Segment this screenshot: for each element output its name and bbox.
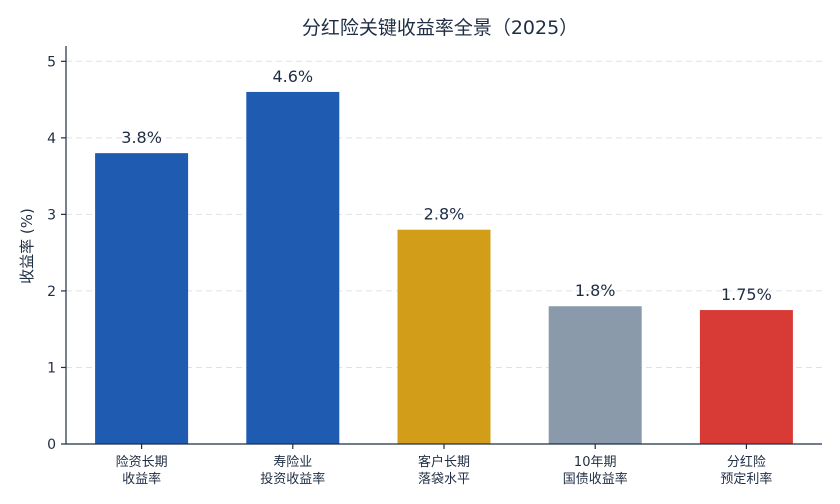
bar-1: [246, 91, 340, 444]
y-tick-label-4: 4: [47, 131, 56, 147]
value-label-4: 1.75%: [721, 285, 772, 304]
x-tick-label-2-1: 落袋水平: [418, 472, 470, 487]
y-tick-label-1: 1: [47, 360, 56, 376]
x-tick-label-1-1: 投资收益率: [260, 471, 325, 487]
y-tick-label-3: 3: [47, 207, 56, 223]
y-tick-label-0: 0: [47, 437, 56, 453]
bars-layer: [95, 91, 793, 444]
x-tick-label-2-0: 客户长期: [418, 454, 470, 470]
value-label-0: 3.8%: [121, 128, 162, 147]
y-tick-label-5: 5: [47, 54, 56, 70]
x-tick-label-4-1: 预定利率: [720, 471, 772, 487]
bar-3: [548, 306, 642, 444]
y-ticks: 0 1 2 3 4 5: [47, 54, 66, 453]
bar-4: [699, 310, 793, 444]
value-label-1: 4.6%: [272, 67, 313, 86]
chart-title: 分红险关键收益率全景（2025）: [302, 17, 578, 39]
value-label-2: 2.8%: [424, 205, 465, 224]
x-tick-label-1-0: 寿险业: [273, 455, 312, 470]
bar-0: [95, 153, 189, 444]
grid-layer: [66, 60, 822, 368]
y-axis-label: 收益率 (%): [18, 208, 36, 284]
x-tick-label-4-0: 分红险: [727, 454, 766, 470]
x-tick-label-3-0: 10年期: [574, 455, 617, 470]
x-tick-label-0-0: 险资长期: [116, 455, 168, 470]
value-labels: 3.8% 4.6% 2.8% 1.8% 1.75%: [121, 67, 772, 304]
value-label-3: 1.8%: [575, 281, 616, 300]
y-tick-label-2: 2: [47, 284, 56, 300]
x-tick-label-3-1: 国债收益率: [563, 471, 628, 487]
bar-2: [397, 229, 491, 444]
x-tick-label-0-1: 收益率: [122, 471, 161, 487]
